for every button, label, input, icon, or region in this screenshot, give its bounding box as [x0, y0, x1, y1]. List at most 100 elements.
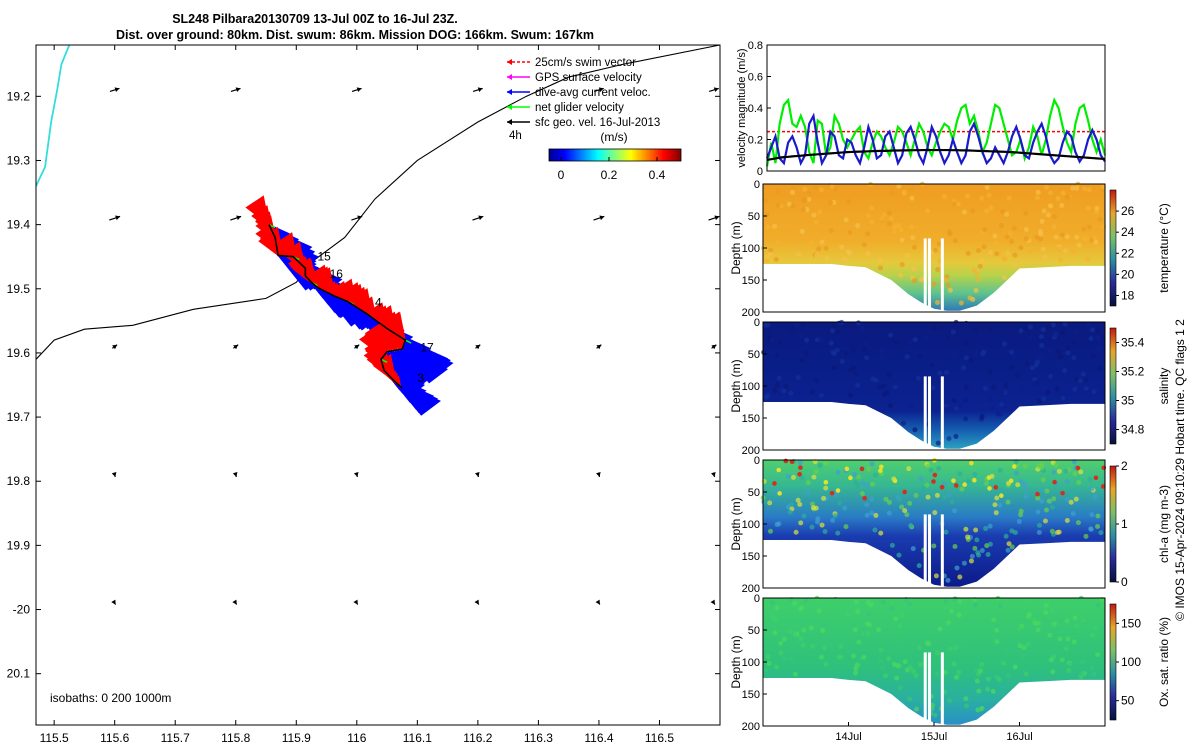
section-y-tick-label: 0	[754, 179, 760, 191]
section-sample	[971, 267, 977, 273]
section-sample	[1091, 389, 1097, 395]
legend-label: 25cm/s swim vector	[535, 57, 636, 69]
section-sample	[878, 647, 884, 653]
track-day-label: 17	[420, 341, 434, 355]
section-sample	[943, 277, 949, 283]
chl-high-sample	[1075, 465, 1081, 471]
section-colorbar	[1109, 189, 1117, 307]
map-y-tick-label: 19.7	[7, 410, 31, 424]
section-sample	[908, 224, 914, 230]
section-sample	[1096, 335, 1102, 341]
section-sample	[979, 661, 985, 667]
section-sample	[1056, 468, 1062, 474]
section-colorbar-label: temperature (°C)	[1157, 203, 1171, 293]
section-sample	[1040, 327, 1046, 333]
map-x-tick-label: 116	[347, 731, 366, 745]
section-sample	[788, 502, 794, 508]
figure-title-line2: Dist. over ground: 80km. Dist. swum: 86k…	[116, 28, 594, 42]
map-y-tick-label: 19.3	[7, 153, 31, 167]
section-sample	[979, 548, 985, 554]
section-sample	[878, 658, 884, 664]
section-sample	[952, 543, 958, 549]
section-sample	[817, 209, 823, 215]
section-sample	[934, 671, 940, 677]
section-sample	[855, 320, 861, 326]
section-sample	[1068, 661, 1074, 667]
section-sample	[1066, 195, 1072, 201]
section-sample	[842, 505, 848, 511]
section-sample	[1026, 611, 1032, 617]
section-sample	[776, 521, 782, 527]
section-sample	[800, 207, 806, 213]
section-sample	[1005, 499, 1011, 505]
section-sample	[801, 627, 807, 633]
section-sample	[906, 340, 912, 346]
section-sample	[965, 479, 971, 485]
section-sample	[916, 563, 922, 569]
section-colorbar-tick-label: 18	[1121, 288, 1135, 302]
section-sample	[1047, 632, 1053, 638]
section-sample	[1095, 523, 1101, 529]
section-ylabel: Depth (m)	[729, 497, 743, 550]
section-sample	[1083, 386, 1089, 392]
section-sample	[798, 606, 804, 612]
map-panel: 15 16 4 17 3 115.5 115.6 115.7 115.8 115.9 116 116…	[7, 44, 721, 745]
section-sample	[775, 240, 781, 246]
section-sample	[1017, 643, 1023, 649]
section-colorbar	[1109, 465, 1117, 583]
section-sample	[888, 216, 894, 222]
section-sample	[929, 702, 935, 708]
section-colorbar-tick-label: 24	[1121, 225, 1135, 239]
section-sample	[882, 392, 888, 398]
section-sample	[1064, 479, 1070, 485]
section-sample	[956, 669, 962, 675]
section-sample	[850, 346, 856, 352]
section-sample	[1013, 470, 1019, 476]
section-sample	[904, 512, 910, 518]
chl-high-sample	[932, 472, 938, 478]
section-sample	[852, 472, 858, 478]
section-sample	[886, 499, 892, 505]
section-sample	[865, 231, 871, 237]
section-sample	[788, 655, 794, 661]
section-sample	[1041, 396, 1047, 402]
section-sample	[1013, 459, 1019, 465]
section-y-tick-label: 100	[742, 657, 760, 669]
chl-high-sample	[1035, 491, 1040, 497]
section-sample	[917, 645, 923, 651]
section-sample	[965, 534, 971, 540]
chl-high-sample	[835, 488, 841, 493]
section-sample	[997, 242, 1003, 248]
section-sample	[889, 190, 895, 196]
section-sample	[1051, 224, 1057, 230]
section-sample	[845, 611, 851, 617]
section-sample	[816, 608, 822, 614]
section-sample	[984, 208, 990, 214]
section-sample	[981, 349, 987, 355]
section-sample	[810, 643, 816, 649]
section-sample	[1032, 376, 1038, 382]
section-sample	[1052, 213, 1058, 219]
section-sample	[1089, 665, 1095, 671]
section-sample	[1039, 218, 1045, 224]
section-sample	[800, 620, 806, 626]
figure-title-line1: SL248 Pilbara20130709 13-Jul 00Z to 16-J…	[172, 12, 458, 26]
geo-arrow-head	[115, 215, 121, 221]
section-sample	[907, 665, 913, 671]
section-sample	[982, 226, 988, 232]
section-sample	[972, 602, 978, 608]
section-data-gap	[940, 238, 944, 312]
section-sample	[957, 598, 963, 604]
speed-colorbar-tick-label: 0.2	[601, 168, 618, 182]
section-sample	[1071, 459, 1077, 465]
section-sample	[999, 402, 1005, 408]
section-colorbar-tick-label: 0	[1121, 575, 1128, 589]
section-sample	[797, 501, 803, 507]
section-sample	[959, 486, 965, 492]
section-sample	[911, 244, 917, 250]
coastline	[36, 45, 71, 187]
section-sample	[853, 670, 859, 676]
section-data-gap	[923, 652, 927, 726]
section-sample	[1048, 203, 1054, 209]
